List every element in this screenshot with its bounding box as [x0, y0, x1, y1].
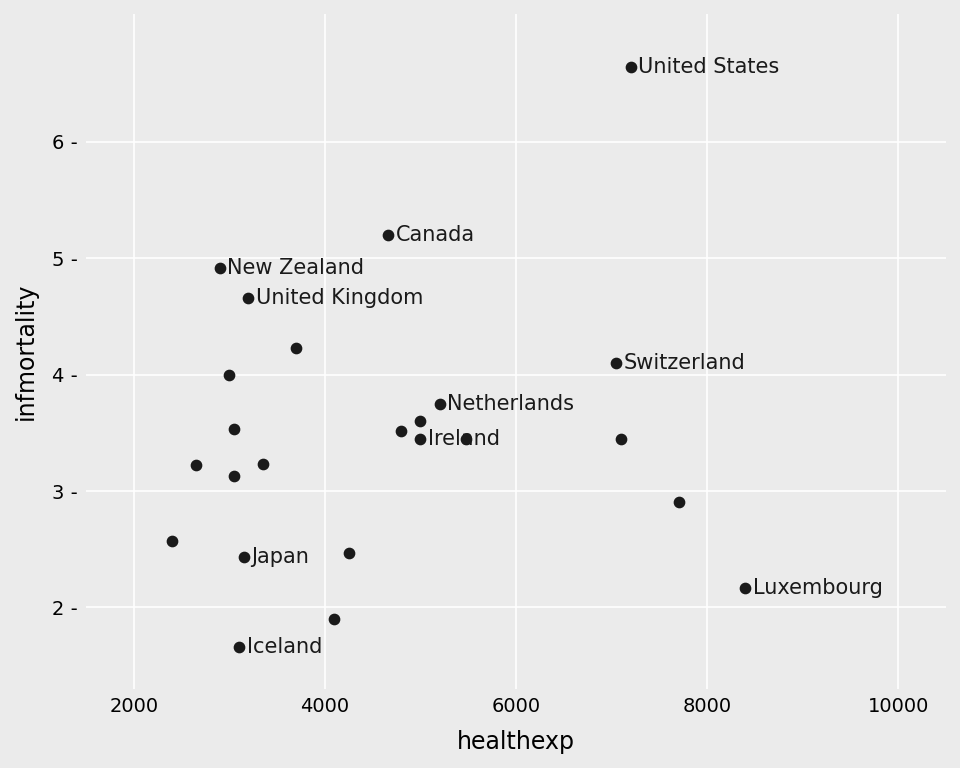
- Point: [432, 398, 447, 410]
- Point: [236, 551, 252, 564]
- Text: Luxembourg: Luxembourg: [753, 578, 883, 598]
- Point: [671, 495, 686, 508]
- Point: [341, 547, 356, 559]
- Point: [164, 535, 180, 548]
- Point: [737, 581, 753, 594]
- Text: New Zealand: New Zealand: [228, 257, 365, 277]
- Text: Iceland: Iceland: [247, 637, 322, 657]
- Point: [413, 415, 428, 427]
- Text: Ireland: Ireland: [428, 429, 500, 449]
- Point: [459, 432, 474, 445]
- Text: Canada: Canada: [396, 225, 475, 245]
- Point: [413, 432, 428, 445]
- Point: [289, 342, 304, 354]
- Point: [227, 423, 242, 435]
- Text: Netherlands: Netherlands: [447, 394, 574, 414]
- Point: [188, 459, 204, 472]
- Point: [231, 641, 247, 653]
- Point: [212, 261, 228, 273]
- Point: [227, 470, 242, 482]
- Point: [222, 369, 237, 381]
- Text: United States: United States: [638, 58, 780, 78]
- Point: [623, 61, 638, 74]
- Point: [613, 432, 629, 445]
- Text: Japan: Japan: [252, 548, 309, 568]
- Point: [326, 613, 342, 625]
- Y-axis label: infmortality: infmortality: [13, 283, 37, 420]
- Point: [394, 425, 409, 437]
- Point: [609, 357, 624, 369]
- Text: United Kingdom: United Kingdom: [256, 288, 423, 308]
- Text: Switzerland: Switzerland: [624, 353, 746, 373]
- X-axis label: healthexp: healthexp: [457, 730, 575, 754]
- Point: [255, 458, 271, 471]
- Point: [380, 229, 396, 241]
- Point: [241, 292, 256, 304]
